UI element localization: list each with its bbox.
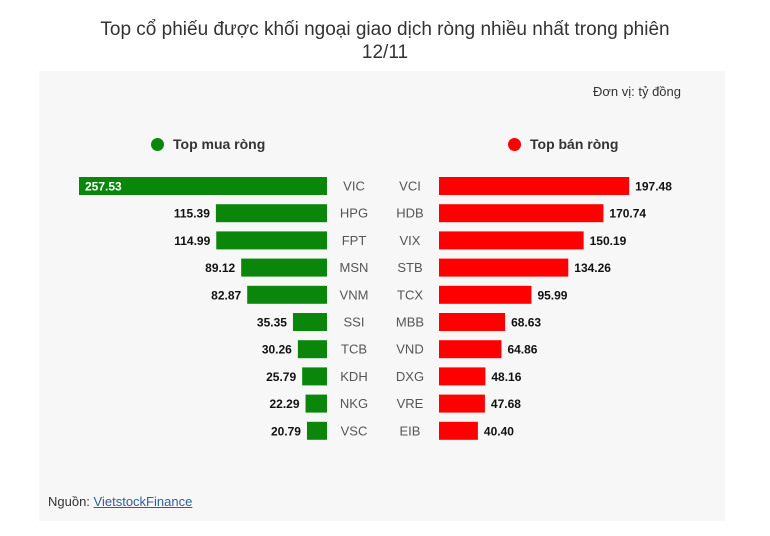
legend-sell-label: Top bán ròng: [530, 136, 619, 152]
buy-bar: [247, 285, 327, 304]
sell-value-label: 40.40: [484, 424, 514, 438]
buy-value-label: 22.29: [270, 397, 300, 411]
sell-value-label: 95.99: [537, 288, 567, 302]
sell-value-label: 48.16: [491, 370, 521, 384]
legend-buy-marker: [151, 137, 164, 151]
buy-bar: [79, 177, 327, 195]
chart-title: Top cổ phiếu được khối ngoại giao dịch r…: [0, 18, 770, 64]
sell-value-label: 64.86: [507, 343, 537, 357]
buy-ticker-label: MSN: [340, 260, 369, 275]
buy-value-label: 20.79: [271, 424, 301, 438]
source-link[interactable]: VietstockFinance: [93, 494, 193, 509]
sell-ticker-label: VRE: [397, 396, 424, 411]
legend-buy-label: Top mua ròng: [173, 136, 266, 152]
legend-buy: Top mua ròng: [151, 136, 265, 152]
sell-bar: [439, 340, 502, 359]
sell-bar: [439, 231, 584, 250]
sell-ticker-label: HDB: [396, 206, 423, 221]
sell-ticker-label: EIB: [400, 423, 421, 438]
sell-ticker-label: STB: [397, 260, 422, 275]
buy-value-label: 115.39: [174, 207, 210, 221]
sell-value-label: 150.19: [590, 234, 627, 248]
sell-bar: [439, 204, 604, 223]
buy-ticker-label: TCB: [341, 342, 367, 357]
sell-value-label: 134.26: [574, 261, 611, 275]
chart-title-line1: Top cổ phiếu được khối ngoại giao dịch r…: [100, 19, 670, 40]
buy-bar: [306, 421, 327, 440]
sell-bar: [439, 394, 485, 413]
sell-bar: [439, 313, 506, 331]
buy-ticker-label: VSC: [341, 423, 368, 438]
sell-value-label: 47.68: [491, 397, 521, 411]
legend-sell: Top bán ròng: [508, 136, 618, 152]
sell-ticker-label: VCI: [399, 179, 421, 194]
unit-label: Đơn vị: tỷ đồng: [592, 84, 681, 99]
bar-chart: 257.53 VIC 115.39 HPG 114.99 FPT 89.12 MSN 82.87…: [79, 177, 672, 440]
buy-bar: [305, 394, 327, 413]
sell-ticker-label: VND: [396, 342, 423, 357]
sell-bar: [439, 421, 478, 440]
buy-bar: [216, 231, 327, 250]
buy-value-label: 35.35: [257, 316, 287, 330]
sell-ticker-label: MBB: [396, 315, 424, 330]
buy-ticker-label: HPG: [340, 206, 368, 221]
buy-bar: [241, 258, 327, 277]
buy-bar: [215, 204, 327, 223]
chart-panel: Đơn vị: tỷ đồng Top mua ròng Top bán ròn…: [39, 71, 725, 521]
sell-bar: [439, 177, 630, 195]
buy-bar: [292, 313, 327, 331]
sell-value-label: 170.74: [609, 207, 646, 221]
buy-ticker-label: KDH: [340, 369, 367, 384]
sell-bar: [439, 258, 569, 277]
sell-ticker-label: TCX: [397, 287, 423, 302]
sell-ticker-label: VIX: [400, 233, 421, 248]
sell-bar: [439, 285, 532, 304]
sell-value-label: 68.63: [511, 316, 541, 330]
buy-ticker-label: NKG: [340, 396, 368, 411]
source-prefix: Nguồn:: [48, 494, 94, 509]
sell-value-label: 197.48: [635, 180, 672, 194]
buy-bar: [302, 367, 327, 386]
buy-value-label: 30.26: [262, 343, 292, 357]
buy-value-label: 257.53: [85, 180, 122, 194]
buy-bar: [297, 340, 327, 359]
legend-sell-marker: [508, 137, 521, 151]
buy-value-label: 82.87: [211, 288, 241, 302]
buy-value-label: 89.12: [205, 261, 235, 275]
chart-title-line2: 12/11: [361, 42, 409, 63]
sell-ticker-label: DXG: [396, 369, 424, 384]
source-note: Nguồn: VietstockFinance: [48, 494, 192, 509]
buy-ticker-label: VIC: [343, 179, 365, 194]
sell-bar: [439, 367, 486, 386]
buy-value-label: 25.79: [266, 370, 296, 384]
buy-ticker-label: SSI: [344, 315, 365, 330]
buy-ticker-label: VNM: [340, 287, 369, 302]
buy-ticker-label: FPT: [342, 233, 367, 248]
buy-value-label: 114.99: [174, 234, 210, 248]
